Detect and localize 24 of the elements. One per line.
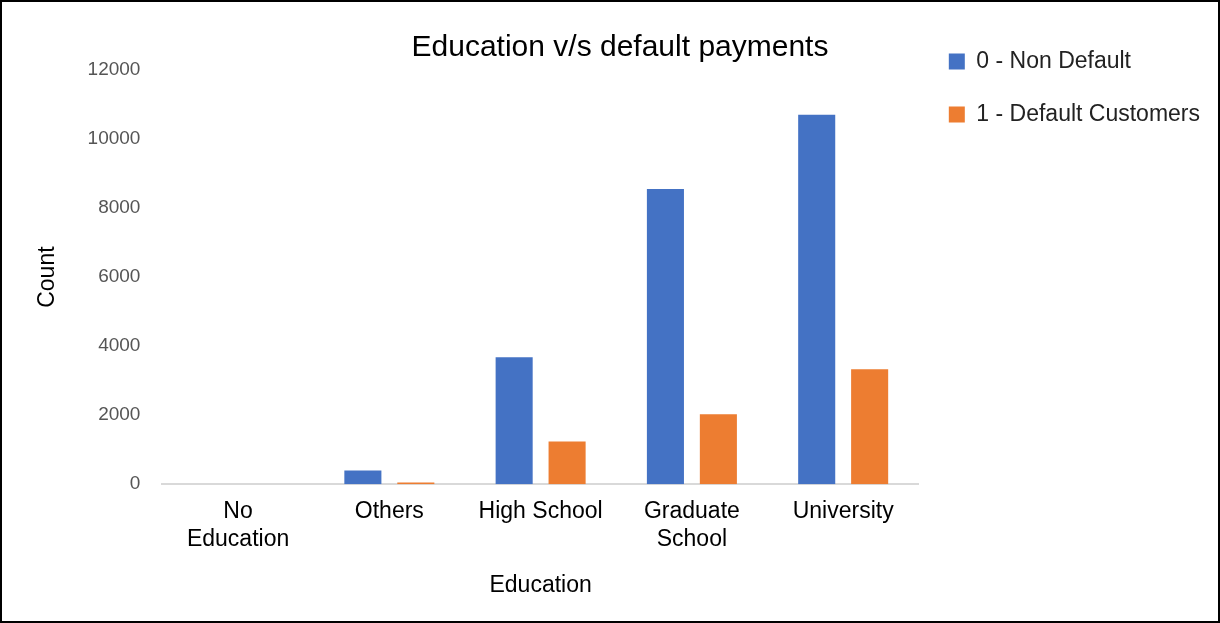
bar bbox=[548, 441, 586, 485]
y-tick-label: 12000 bbox=[87, 58, 141, 80]
y-tick-label: 0 bbox=[129, 472, 141, 494]
legend-label: 1 - Default Customers bbox=[976, 99, 1201, 126]
x-axis-title: Education bbox=[489, 570, 592, 597]
x-tick-label: No Education bbox=[186, 497, 290, 551]
x-tick-label: University bbox=[792, 497, 895, 524]
y-axis-title: Count bbox=[33, 245, 60, 308]
bar bbox=[646, 189, 684, 485]
bar bbox=[699, 414, 737, 485]
y-tick-label: 2000 bbox=[98, 403, 141, 425]
y-tick-label: 4000 bbox=[98, 334, 141, 356]
bar bbox=[344, 470, 382, 485]
y-tick-label: 6000 bbox=[98, 265, 141, 287]
legend-label: 0 - Non Default bbox=[976, 46, 1132, 73]
x-tick-label: Graduate School bbox=[643, 497, 740, 551]
bar bbox=[798, 114, 836, 485]
bar bbox=[851, 369, 889, 485]
x-tick-label: High School bbox=[478, 497, 603, 524]
x-tick-label: Others bbox=[354, 497, 424, 524]
y-tick-label: 10000 bbox=[87, 127, 141, 149]
y-tick-label: 8000 bbox=[98, 196, 141, 218]
bar bbox=[495, 357, 533, 485]
chart-title: Education v/s default payments bbox=[411, 29, 829, 63]
